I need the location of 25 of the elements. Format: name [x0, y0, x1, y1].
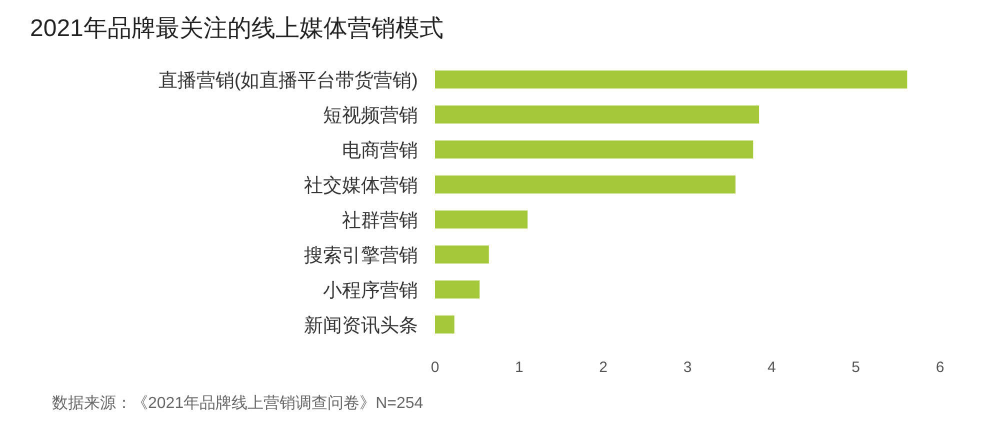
x-tick-label: 1	[514, 359, 524, 376]
bar	[435, 280, 480, 298]
y-tick-label: 搜索引擎营销	[304, 246, 418, 266]
y-tick-label: 小程序营销	[323, 280, 418, 302]
y-tick-label: 直播营销(如直播平台带货营销)	[158, 70, 418, 92]
bar	[435, 106, 760, 124]
x-tick-label: 0	[430, 359, 440, 376]
bar	[435, 176, 736, 194]
y-tick-label: 短视频营销	[323, 106, 418, 126]
bar	[435, 70, 908, 88]
x-tick-label: 5	[852, 359, 860, 376]
x-tick-label: 4	[767, 359, 776, 376]
y-tick-label: 新闻资讯头条	[304, 314, 418, 336]
bar	[435, 210, 528, 228]
y-tick-label: 电商营销	[342, 140, 418, 162]
x-tick-label: 3	[683, 359, 692, 376]
text: 2021年品牌最关注的线上媒体营销模式	[30, 15, 444, 42]
y-tick-label: 社群营销	[342, 210, 418, 232]
bar	[435, 140, 754, 158]
y-tick-label: 社交媒体营销	[304, 174, 418, 196]
source-note: 数据来源：《2021年品牌线上营销调查问卷》N=254	[52, 394, 424, 412]
x-tick-label: 6	[936, 359, 944, 376]
x-tick-label: 2	[599, 359, 608, 376]
bar	[435, 316, 454, 334]
bar	[435, 246, 489, 264]
